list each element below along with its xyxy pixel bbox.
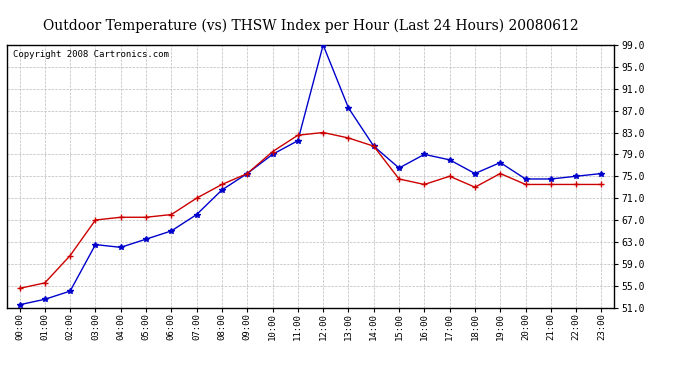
Text: Outdoor Temperature (vs) THSW Index per Hour (Last 24 Hours) 20080612: Outdoor Temperature (vs) THSW Index per … — [43, 19, 578, 33]
Text: Copyright 2008 Cartronics.com: Copyright 2008 Cartronics.com — [13, 50, 169, 59]
